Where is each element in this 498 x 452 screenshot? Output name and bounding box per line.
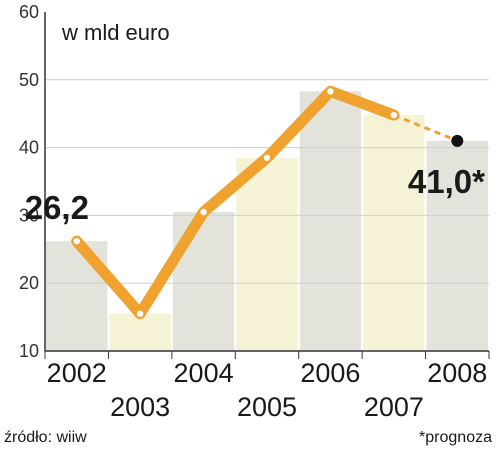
- series-line-forecast: [393, 113, 458, 143]
- y-tick-20: 20: [19, 273, 39, 293]
- series-line-actual: [71, 85, 400, 320]
- data-label-2008: 41,0*: [408, 163, 485, 200]
- point-2007: [390, 111, 398, 119]
- point-2003: [136, 310, 144, 317]
- series-line: [71, 85, 464, 320]
- bar-2008: [426, 140, 488, 351]
- x-tick-2008: 2008: [427, 358, 487, 388]
- source-note: źródło: wiiw: [4, 429, 87, 446]
- point-2005: [263, 154, 271, 161]
- bar-2006: [299, 91, 362, 352]
- unit-label: w mld euro: [61, 20, 170, 45]
- x-tick-2007: 2007: [364, 392, 424, 422]
- x-tick-2006: 2006: [300, 358, 360, 388]
- x-tick-2004: 2004: [174, 358, 234, 388]
- forecast-note: *prognoza: [419, 429, 492, 446]
- data-labels: 26,2 41,0*: [25, 163, 485, 226]
- background-bars: [46, 91, 488, 352]
- y-tick-10: 10: [19, 341, 39, 361]
- axes: [44, 12, 490, 359]
- data-label-2002: 26,2: [25, 189, 89, 226]
- x-tick-2003: 2003: [110, 392, 170, 422]
- y-tick-30: 30: [19, 205, 39, 225]
- y-tick-40: 40: [19, 138, 39, 158]
- chart: 60 50 40 30 20 10 200220032004200520062007200…: [19, 2, 490, 422]
- y-tick-60: 60: [19, 2, 39, 22]
- bar-2003: [109, 313, 171, 351]
- bar-2007: [363, 115, 425, 351]
- x-tick-2005: 2005: [237, 392, 297, 422]
- point-2004: [200, 208, 207, 216]
- point-2008: [451, 134, 464, 147]
- y-tick-labels: 60 50 40 30 20 10: [19, 2, 39, 361]
- bar-2004: [172, 212, 235, 351]
- y-tick-50: 50: [19, 70, 39, 90]
- bar-2005: [236, 157, 298, 351]
- point-2002: [73, 237, 80, 245]
- point-2006: [327, 88, 334, 95]
- x-tick-2002: 2002: [47, 358, 107, 388]
